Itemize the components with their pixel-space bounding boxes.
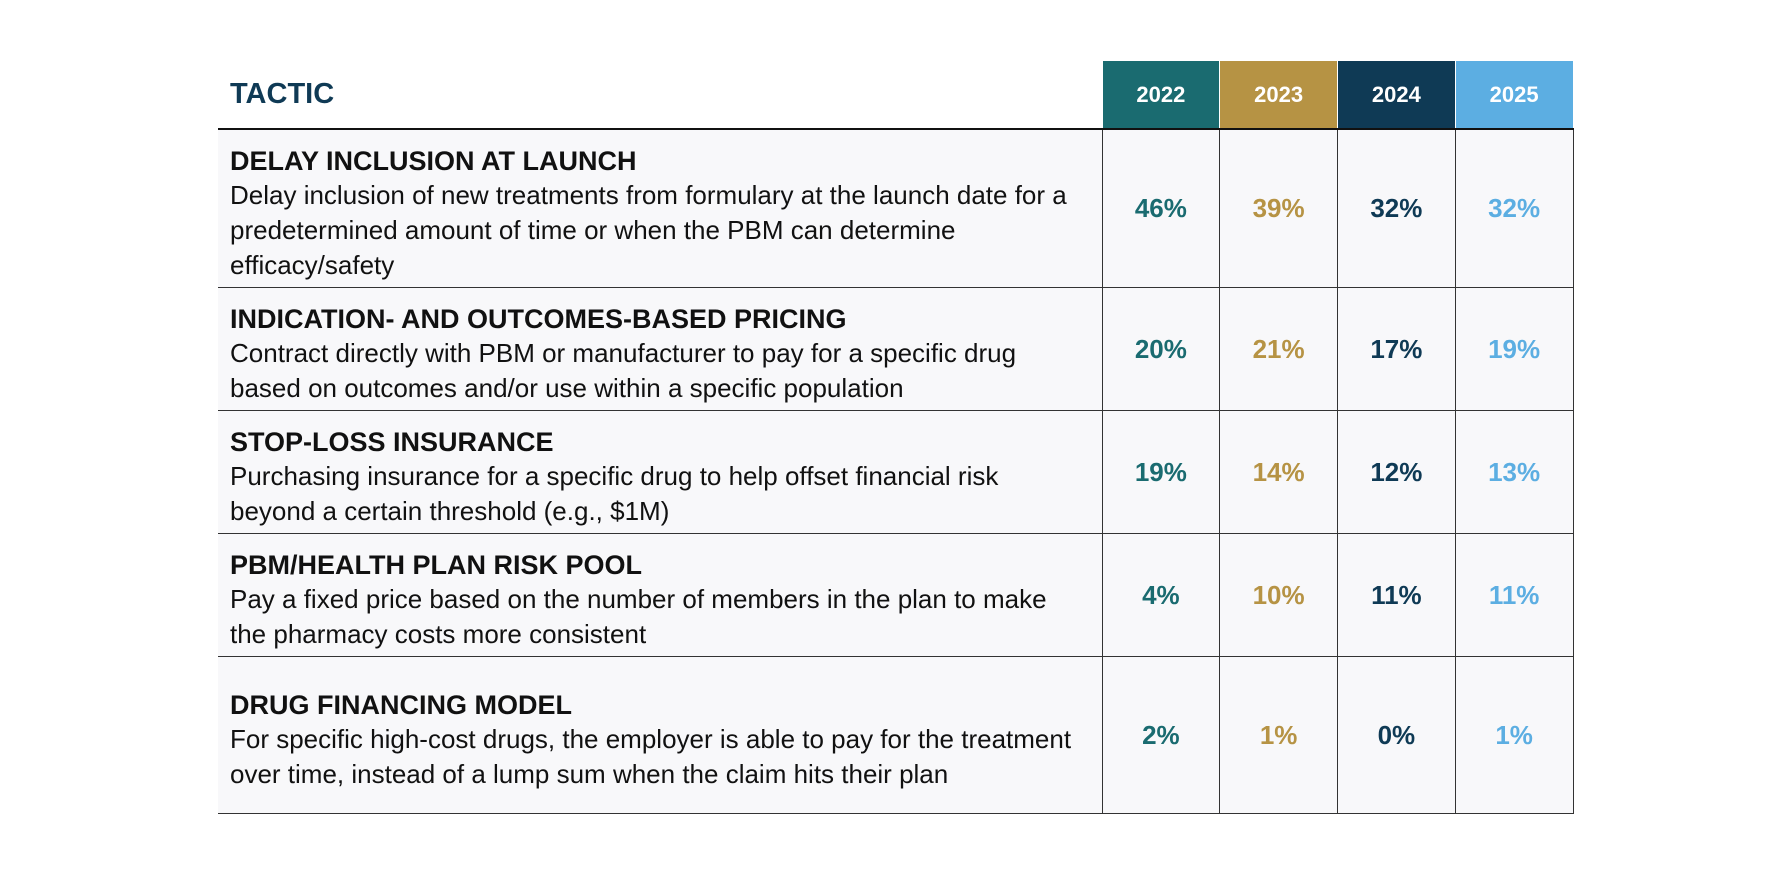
tactic-description: Purchasing insurance for a specific drug… <box>230 461 999 526</box>
table-row-drug-financing: DRUG FINANCING MODEL For specific high-c… <box>218 656 1574 814</box>
value-2024: 17% <box>1337 287 1456 411</box>
table-row-risk-pool: PBM/HEALTH PLAN RISK POOL Pay a fixed pr… <box>218 533 1574 657</box>
header-tactic: TACTIC <box>218 61 1102 130</box>
value-2022: 20% <box>1101 287 1220 411</box>
value-2024: 11% <box>1337 533 1456 657</box>
value-2025: 19% <box>1454 287 1574 411</box>
tactic-description: Delay inclusion of new treatments from f… <box>230 180 1067 280</box>
value-2024: 0% <box>1337 656 1456 814</box>
value-2023: 39% <box>1219 129 1338 288</box>
tactic-name: PBM/HEALTH PLAN RISK POOL <box>230 550 643 580</box>
tactic-name: INDICATION- AND OUTCOMES-BASED PRICING <box>230 304 847 334</box>
value-2023: 14% <box>1219 410 1338 534</box>
tactic-cell: DRUG FINANCING MODEL For specific high-c… <box>218 656 1102 814</box>
tactic-name: STOP-LOSS INSURANCE <box>230 427 554 457</box>
header-row: TACTIC 2022 2023 2024 2025 <box>218 61 1574 130</box>
tactics-table: TACTIC 2022 2023 2024 2025 DELAY INCLUSI… <box>218 61 1574 814</box>
tactic-description: Contract directly with PBM or manufactur… <box>230 338 1017 403</box>
header-year-2023: 2023 <box>1219 61 1338 130</box>
header-year-2025: 2025 <box>1454 61 1574 130</box>
header-year-2024: 2024 <box>1337 61 1456 130</box>
value-2024: 32% <box>1337 129 1456 288</box>
value-2024: 12% <box>1337 410 1456 534</box>
value-2022: 4% <box>1101 533 1220 657</box>
table-row-delay-inclusion: DELAY INCLUSION AT LAUNCH Delay inclusio… <box>218 129 1574 288</box>
value-2022: 2% <box>1101 656 1220 814</box>
value-2025: 11% <box>1454 533 1574 657</box>
table-body: DELAY INCLUSION AT LAUNCH Delay inclusio… <box>218 129 1574 814</box>
tactic-name: DELAY INCLUSION AT LAUNCH <box>230 146 637 176</box>
tactic-description: Pay a fixed price based on the number of… <box>230 584 1047 649</box>
table-row-outcomes-pricing: INDICATION- AND OUTCOMES-BASED PRICING C… <box>218 287 1574 411</box>
table-row-stop-loss: STOP-LOSS INSURANCE Purchasing insurance… <box>218 410 1574 534</box>
tactic-cell: STOP-LOSS INSURANCE Purchasing insurance… <box>218 410 1102 534</box>
value-2022: 46% <box>1101 129 1220 288</box>
tactic-cell: PBM/HEALTH PLAN RISK POOL Pay a fixed pr… <box>218 533 1102 657</box>
value-2022: 19% <box>1101 410 1220 534</box>
tactic-cell: DELAY INCLUSION AT LAUNCH Delay inclusio… <box>218 129 1102 288</box>
tactic-name: DRUG FINANCING MODEL <box>230 690 572 720</box>
value-2023: 21% <box>1219 287 1338 411</box>
value-2023: 10% <box>1219 533 1338 657</box>
tactic-cell: INDICATION- AND OUTCOMES-BASED PRICING C… <box>218 287 1102 411</box>
value-2025: 32% <box>1454 129 1574 288</box>
value-2025: 1% <box>1454 656 1574 814</box>
tactics-table-container: TACTIC 2022 2023 2024 2025 DELAY INCLUSI… <box>218 61 1574 814</box>
table-header: TACTIC 2022 2023 2024 2025 <box>218 61 1574 130</box>
value-2025: 13% <box>1454 410 1574 534</box>
value-2023: 1% <box>1219 656 1338 814</box>
tactic-description: For specific high-cost drugs, the employ… <box>230 724 1072 789</box>
header-year-2022: 2022 <box>1101 61 1221 130</box>
